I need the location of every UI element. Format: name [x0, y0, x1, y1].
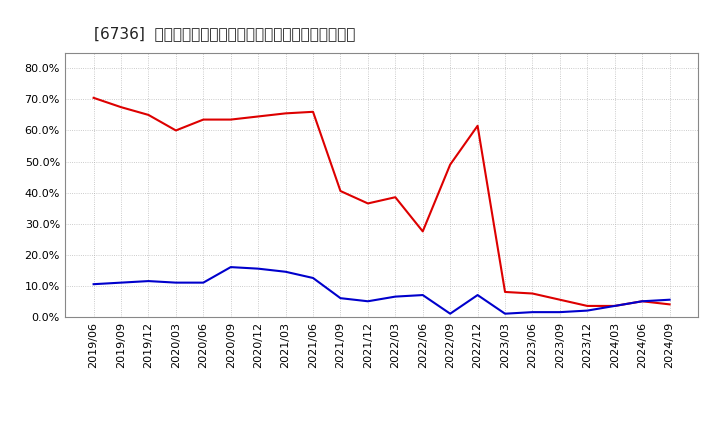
- Line: 有利子負債: 有利子負債: [94, 267, 670, 314]
- 現頲金: [638, 299, 647, 304]
- 現頲金: [282, 111, 290, 116]
- 現頲金: [171, 128, 180, 133]
- 現頲金: [418, 229, 427, 234]
- 現頲金: [446, 162, 454, 167]
- 有利子負債: [282, 269, 290, 275]
- 有利子負債: [638, 299, 647, 304]
- 有利子負債: [611, 303, 619, 308]
- 現頲金: [611, 303, 619, 308]
- 現頲金: [528, 291, 537, 296]
- 有利子負債: [309, 275, 318, 281]
- 現頲金: [391, 194, 400, 200]
- 有利子負債: [391, 294, 400, 299]
- 現頲金: [336, 188, 345, 194]
- 有利子負債: [473, 293, 482, 298]
- Text: [6736]  現頲金、有利子負債の総資産に対する比率の推移: [6736] 現頲金、有利子負債の総資産に対する比率の推移: [94, 26, 355, 41]
- 現頲金: [199, 117, 207, 122]
- 有利子負債: [528, 309, 537, 315]
- 有利子負債: [556, 309, 564, 315]
- 現頲金: [144, 112, 153, 117]
- 有利子負債: [665, 297, 674, 302]
- 有利子負債: [226, 264, 235, 270]
- 有利子負債: [144, 279, 153, 284]
- 現頲金: [500, 290, 509, 295]
- 有利子負債: [89, 282, 98, 287]
- 有利子負債: [199, 280, 207, 285]
- 現頲金: [254, 114, 263, 119]
- 現頲金: [309, 109, 318, 114]
- 有利子負債: [171, 280, 180, 285]
- 有利子負債: [583, 308, 592, 313]
- 有利子負債: [254, 266, 263, 271]
- 有利子負債: [336, 296, 345, 301]
- 現頲金: [556, 297, 564, 302]
- 現頲金: [364, 201, 372, 206]
- Line: 現頲金: 現頲金: [94, 98, 670, 306]
- 現頲金: [583, 303, 592, 308]
- 現頲金: [473, 123, 482, 128]
- 有利子負債: [418, 293, 427, 298]
- 有利子負債: [364, 299, 372, 304]
- 現頲金: [117, 105, 125, 110]
- 現頲金: [665, 302, 674, 307]
- 現頲金: [89, 95, 98, 100]
- 有利子負債: [500, 311, 509, 316]
- 現頲金: [226, 117, 235, 122]
- 有利子負債: [117, 280, 125, 285]
- 有利子負債: [446, 311, 454, 316]
